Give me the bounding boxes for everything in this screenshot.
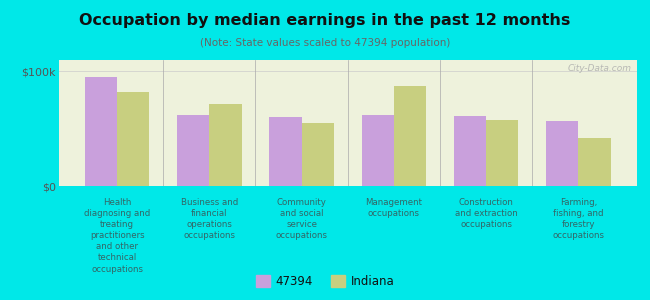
- Bar: [84, 77, 117, 186]
- Text: Health
diagnosing and
treating
practitioners
and other
technical
occupations: Health diagnosing and treating practitio…: [84, 198, 150, 274]
- Text: Construction
and extraction
occupations: Construction and extraction occupations: [455, 198, 517, 229]
- Bar: [578, 138, 611, 186]
- Bar: [486, 120, 519, 186]
- Text: City-Data.com: City-Data.com: [567, 64, 631, 73]
- Bar: [209, 103, 242, 186]
- Text: Community
and social
service
occupations: Community and social service occupations: [276, 198, 328, 240]
- Bar: [269, 117, 302, 186]
- Bar: [302, 123, 334, 186]
- Legend: 47394, Indiana: 47394, Indiana: [252, 271, 398, 291]
- Bar: [117, 92, 150, 186]
- Bar: [546, 121, 578, 186]
- Text: Business and
financial
operations
occupations: Business and financial operations occupa…: [181, 198, 238, 240]
- Bar: [177, 115, 209, 186]
- Bar: [361, 115, 394, 186]
- Text: Management
occupations: Management occupations: [365, 198, 422, 218]
- Text: (Note: State values scaled to 47394 population): (Note: State values scaled to 47394 popu…: [200, 38, 450, 47]
- Text: Occupation by median earnings in the past 12 months: Occupation by median earnings in the pas…: [79, 14, 571, 28]
- Text: Farming,
fishing, and
forestry
occupations: Farming, fishing, and forestry occupatio…: [552, 198, 604, 240]
- Bar: [394, 86, 426, 186]
- Bar: [454, 116, 486, 186]
